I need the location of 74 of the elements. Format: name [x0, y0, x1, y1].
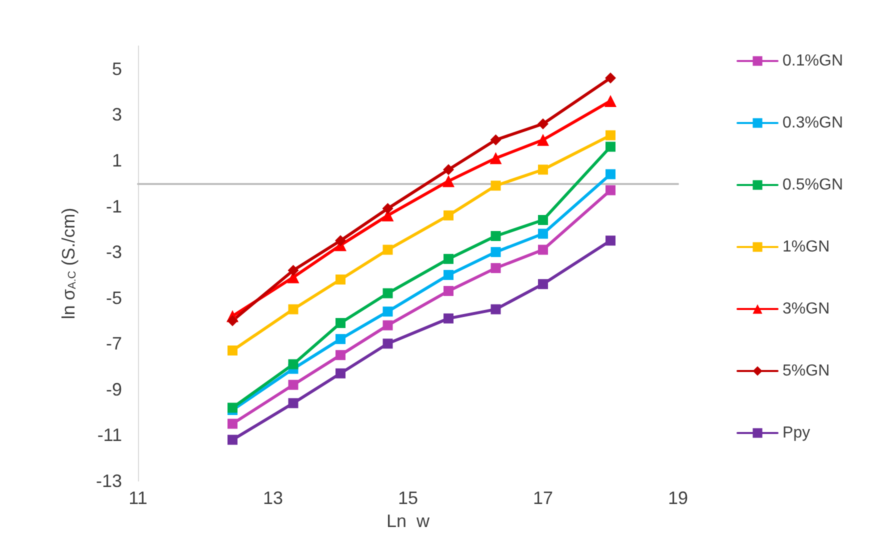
y-tick-label: -7 — [106, 334, 122, 354]
point — [538, 118, 548, 130]
y-tick-label: -11 — [97, 425, 122, 446]
point — [444, 270, 454, 280]
point — [606, 169, 616, 180]
y-tick-label: -1 — [106, 196, 122, 216]
point — [335, 235, 346, 246]
point — [288, 264, 299, 276]
point — [490, 247, 501, 258]
point — [538, 244, 548, 255]
point — [442, 175, 454, 188]
y-tick-label: -5 — [106, 288, 122, 308]
point — [228, 418, 238, 429]
point — [490, 152, 502, 164]
point — [443, 164, 454, 176]
point — [444, 210, 454, 220]
x-tick-label: 17 — [532, 488, 554, 508]
x-tick-label: 15 — [398, 488, 418, 508]
point — [444, 313, 454, 324]
legend-label: 0.3%GN — [782, 114, 843, 132]
point — [538, 215, 548, 225]
point — [382, 320, 393, 330]
legend-label: 0.1%GN — [782, 52, 843, 70]
point — [288, 398, 298, 408]
point — [606, 236, 616, 246]
point — [490, 231, 501, 242]
y-tick-label: -9 — [106, 379, 122, 400]
point — [382, 203, 394, 214]
point — [228, 402, 238, 413]
x-tick-label: 13 — [262, 488, 284, 508]
point — [538, 279, 548, 290]
y-tick-label: -13 — [96, 471, 122, 491]
point — [604, 94, 616, 107]
y-axis-title: ln σA.C (S./cm) — [58, 208, 78, 320]
point — [336, 334, 346, 344]
point — [336, 368, 346, 378]
point — [288, 380, 298, 390]
point — [228, 346, 238, 356]
legend-label: 3%GN — [782, 300, 830, 318]
point — [382, 288, 393, 298]
point — [605, 72, 616, 84]
point — [382, 244, 393, 255]
point — [606, 142, 616, 152]
y-tick-label: 5 — [112, 58, 122, 79]
point — [538, 164, 548, 175]
legend-label: 1%GN — [782, 238, 830, 256]
x-tick-label: 19 — [668, 488, 688, 508]
point — [228, 434, 238, 445]
x-tick-label: 11 — [128, 488, 148, 508]
legend-label: 0.5%GN — [782, 176, 843, 194]
point — [288, 359, 298, 370]
point — [538, 228, 548, 239]
point — [288, 304, 298, 314]
point — [382, 338, 393, 349]
point — [490, 263, 501, 274]
y-tick-label: -3 — [106, 242, 122, 262]
legend-label: Ppy — [782, 424, 810, 442]
x-axis-title: Ln w — [386, 510, 431, 531]
point — [490, 304, 501, 314]
point — [336, 350, 346, 360]
point — [490, 180, 501, 191]
point — [490, 134, 502, 146]
point — [606, 130, 616, 140]
y-tick-label: 1 — [112, 150, 122, 170]
y-tick-label: 3 — [112, 104, 122, 125]
point — [336, 274, 346, 285]
point — [444, 254, 454, 264]
point — [537, 134, 549, 146]
point — [336, 318, 346, 328]
legend-label: 5%GN — [782, 362, 830, 380]
point — [444, 286, 454, 296]
point — [227, 315, 238, 326]
point — [606, 185, 616, 196]
point — [382, 306, 393, 317]
